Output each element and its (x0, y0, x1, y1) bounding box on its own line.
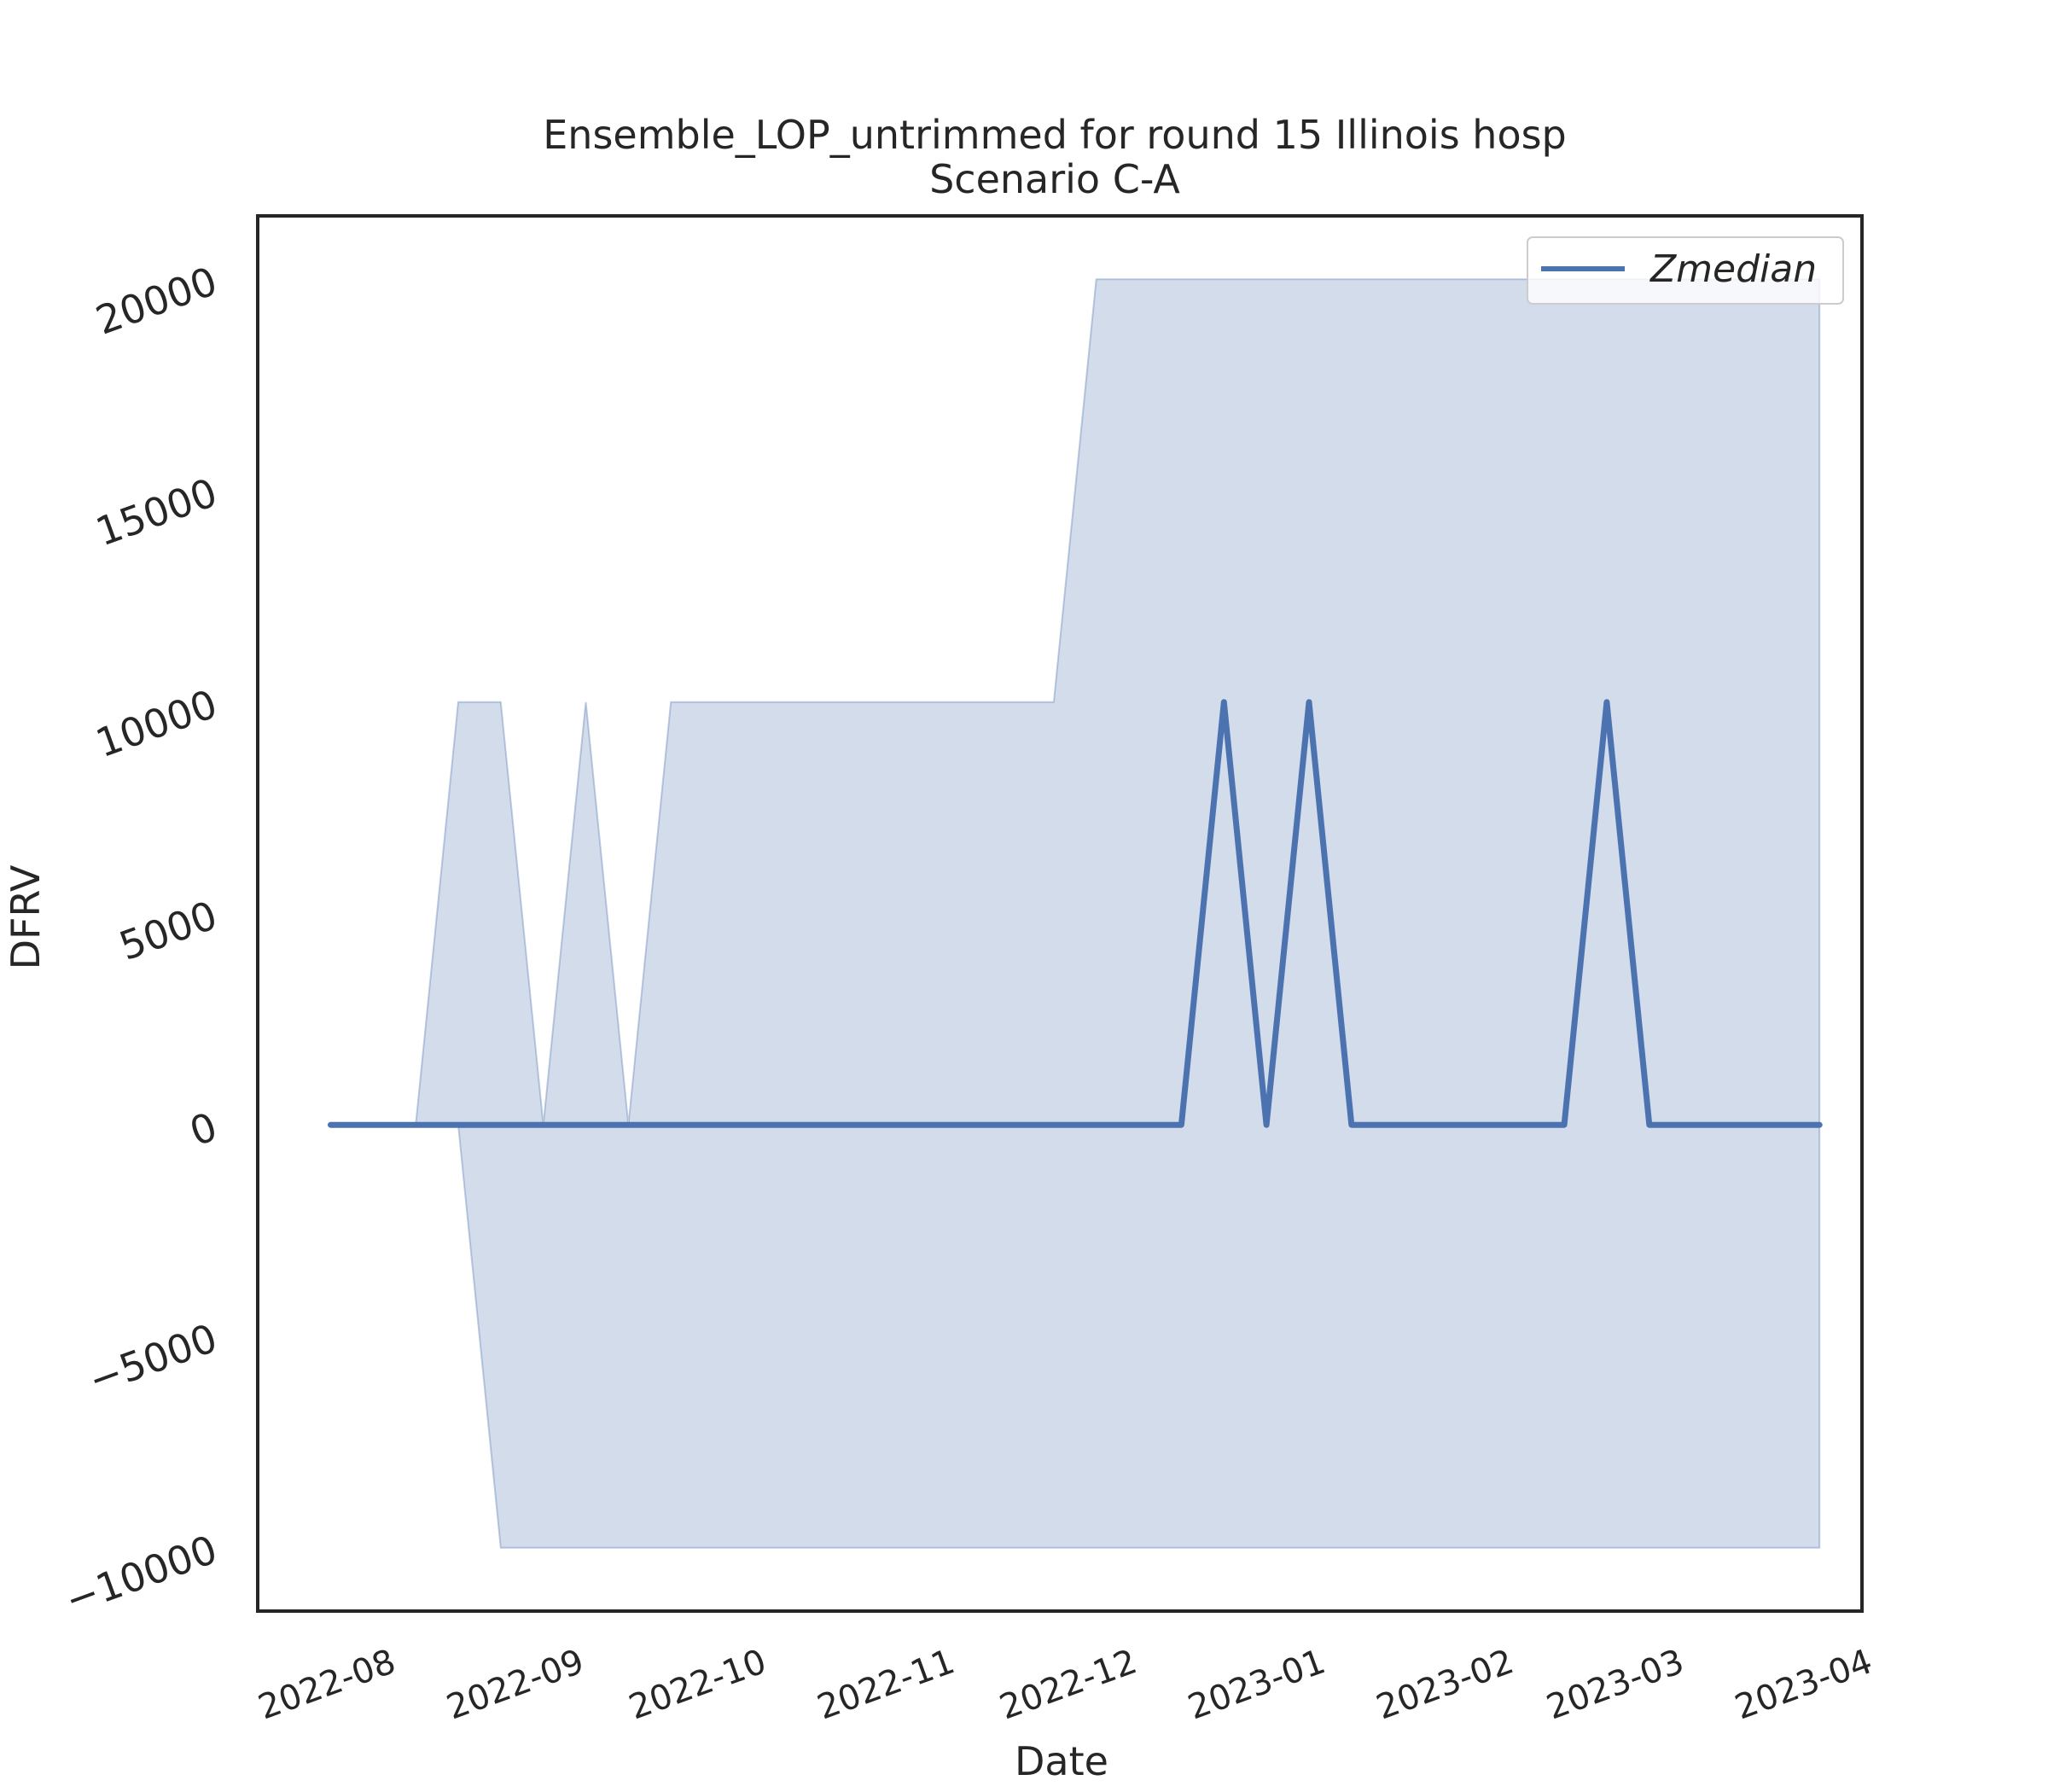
legend: Zmedian (1527, 236, 1844, 305)
plot-area (328, 278, 1823, 1549)
y-tick-label: 20000 (90, 258, 223, 344)
chart-title: Ensemble_LOP_untrimmed for round 15 Illi… (543, 112, 1567, 158)
legend-box (1527, 236, 1844, 305)
x-tick-label: 2022-10 (624, 1642, 771, 1727)
y-tick-label: −5000 (83, 1315, 224, 1404)
x-tick-label: 2022-08 (253, 1642, 401, 1727)
chart-subtitle: Scenario C-A (929, 156, 1180, 202)
series-line-zmedian (328, 699, 1823, 1128)
x-axis-ticks: 2022-08 2022-09 2022-10 2022-11 2022-12 2023-… (253, 1642, 1877, 1727)
x-tick-label: 2022-09 (442, 1642, 590, 1727)
y-tick-label: 5000 (113, 892, 223, 969)
y-tick-label: 15000 (90, 469, 223, 556)
x-tick-label: 2023-01 (1183, 1642, 1330, 1727)
x-tick-label: 2022-12 (995, 1642, 1143, 1727)
x-tick-label: 2022-11 (812, 1642, 960, 1727)
uncertainty-band (330, 278, 1821, 1549)
y-axis-label: DFRV (3, 864, 49, 969)
y-tick-label: −10000 (59, 1526, 223, 1623)
x-tick-label: 2023-04 (1730, 1642, 1877, 1727)
legend-label-zmedian: Zmedian (1649, 247, 1817, 291)
x-tick-label: 2023-03 (1542, 1642, 1690, 1727)
y-tick-label: 0 (183, 1103, 223, 1155)
y-axis-ticks: −10000 −5000 0 5000 10000 15000 20000 (59, 258, 223, 1623)
plot-frame (256, 214, 1864, 1613)
x-tick-label: 2023-02 (1371, 1642, 1519, 1727)
x-axis-label: Date (1015, 1738, 1108, 1784)
y-tick-label: 10000 (90, 680, 223, 766)
